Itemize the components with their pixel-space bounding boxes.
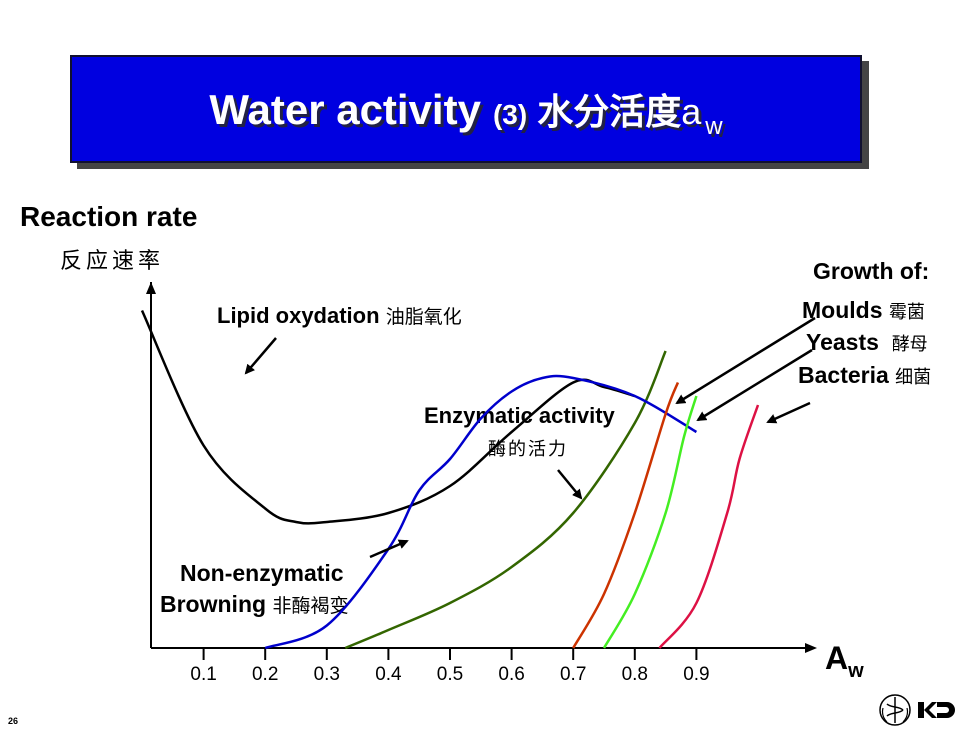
title-chinese: 水分活度 <box>537 91 682 133</box>
yeasts-label: Yeasts 酵母 <box>806 329 928 355</box>
x-tick-label-0: 0.1 <box>190 664 216 685</box>
series-enzymatic-activitycurve <box>344 350 667 650</box>
y-axis-label: Reaction rate <box>20 201 198 232</box>
moulds-label: Moulds 霉菌 <box>802 297 925 323</box>
lipid-arrow <box>244 337 277 375</box>
y-axis-label-cn: 反应速率 <box>60 249 165 274</box>
x-tick-label-8: 0.9 <box>683 664 709 685</box>
x-tick-label-3: 0.4 <box>375 664 402 685</box>
title-subscript: w <box>705 113 723 140</box>
page-number: 26 <box>8 716 19 726</box>
who-logo <box>879 694 955 726</box>
title-main: Water activity <box>209 86 481 133</box>
x-tick-label-4: 0.5 <box>437 664 463 685</box>
nonenzymatic-label-line2: Browning 非酶褐变 <box>160 591 349 617</box>
bacteria-label: Bacteria 细菌 <box>798 362 932 388</box>
mark-icon <box>918 702 924 718</box>
enzymatic-label-cn: 酶的活力 <box>488 439 568 460</box>
bacteria-arrow <box>766 401 811 424</box>
x-tick-label-2: 0.3 <box>314 664 340 685</box>
nonenzymatic-arrow <box>369 539 409 559</box>
title-banner: Water activity (3) 水分活度a w <box>70 55 862 163</box>
nonenzymatic-label-line1: Non-enzymatic <box>180 560 344 586</box>
title-sub: (3) <box>492 99 528 130</box>
enzymatic-arrow <box>557 469 583 500</box>
series-non-enzymatic-browningcurve <box>264 374 698 650</box>
yeasts-arrow <box>696 348 813 422</box>
lipid-label: Lipid oxydation 油脂氧化 <box>217 303 462 328</box>
title-symbol: a <box>681 91 702 132</box>
moulds-arrow <box>675 316 816 405</box>
x-tick-label-6: 0.7 <box>560 664 586 685</box>
series-yeastscurve <box>602 395 698 649</box>
x-axis-arrowhead <box>805 643 817 653</box>
slide-title: Water activity (3) 水分活度a w <box>209 83 722 140</box>
series-mouldscurve <box>572 382 680 649</box>
y-axis-arrowhead <box>146 282 156 294</box>
x-tick-label-1: 0.2 <box>252 664 278 685</box>
x-axis-label: Aw <box>825 640 864 682</box>
series-lipid-oxydationcurve <box>140 309 636 525</box>
x-tick-label-5: 0.6 <box>498 664 524 685</box>
growth-title: Growth of: <box>813 258 930 284</box>
series-bacteriacurve <box>658 404 760 649</box>
emblem-icon <box>879 694 911 726</box>
x-tick-label-7: 0.8 <box>622 664 648 685</box>
